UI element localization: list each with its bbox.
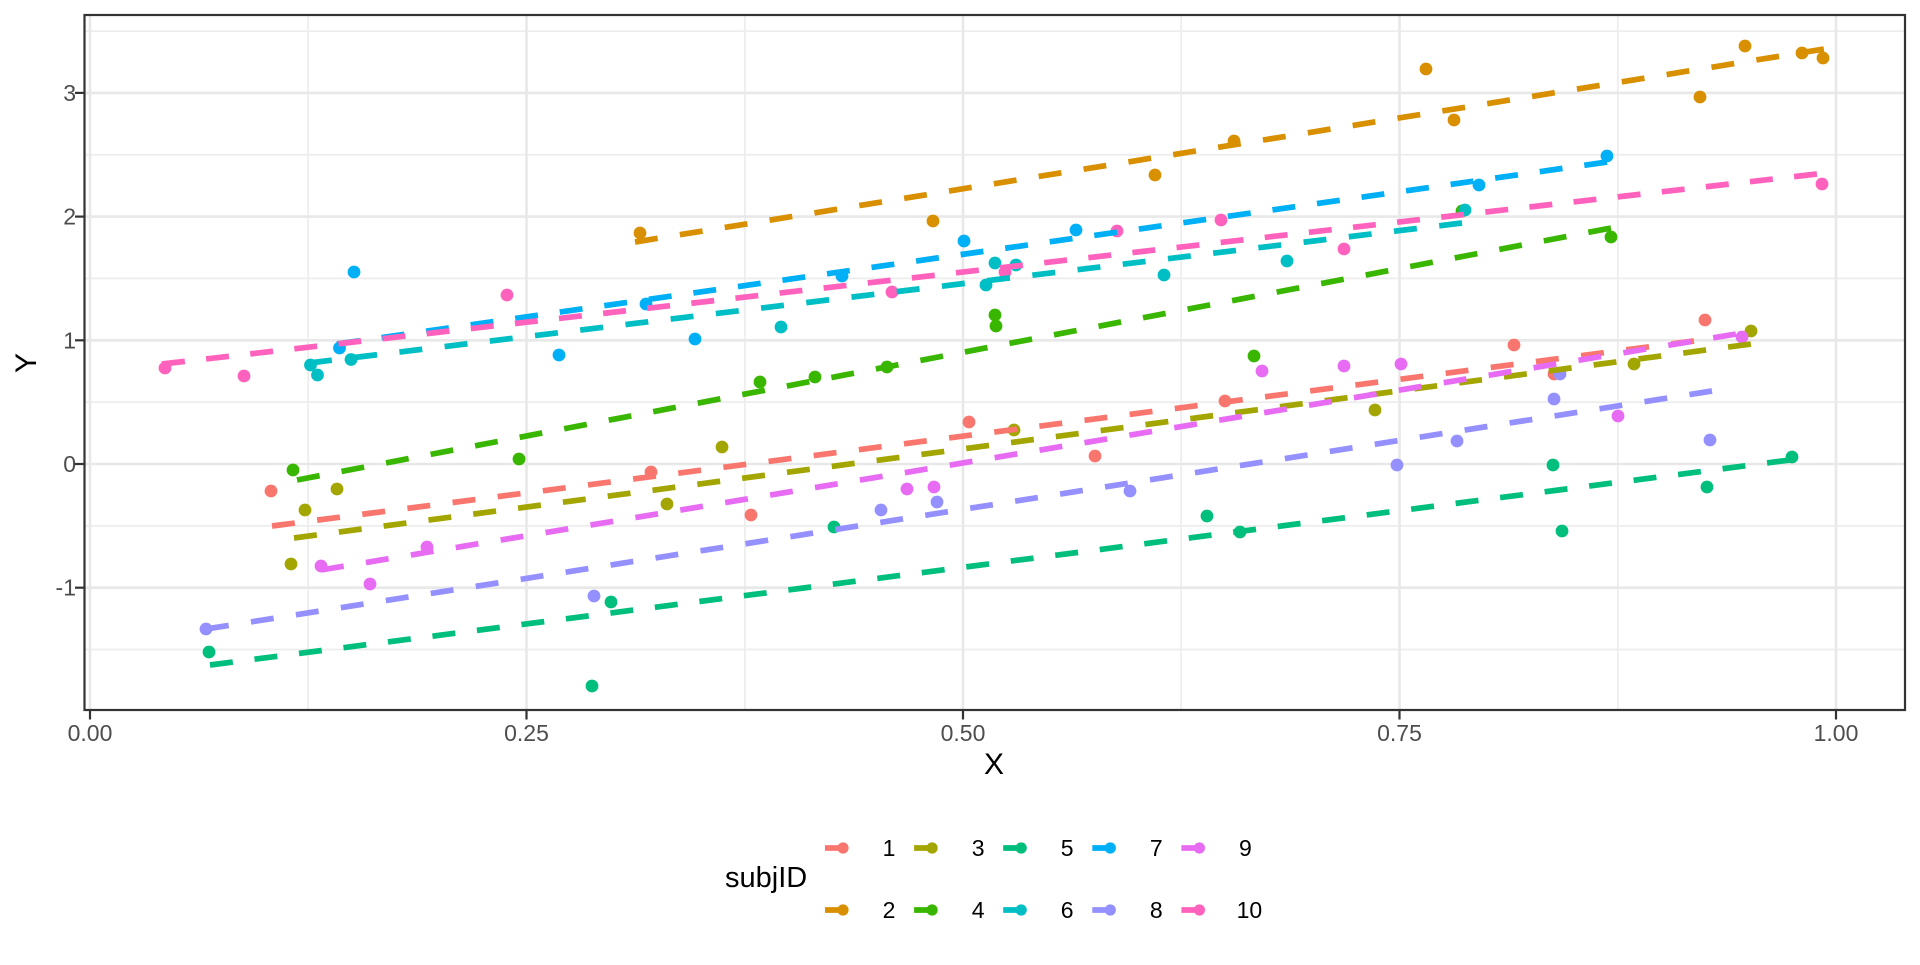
svg-text:0: 0 bbox=[63, 451, 76, 477]
svg-text:1: 1 bbox=[883, 835, 896, 861]
svg-text:-1: -1 bbox=[56, 575, 76, 601]
svg-text:0.25: 0.25 bbox=[504, 720, 549, 746]
svg-text:2: 2 bbox=[883, 897, 896, 923]
svg-text:3: 3 bbox=[63, 80, 76, 106]
svg-text:3: 3 bbox=[972, 835, 985, 861]
svg-text:7: 7 bbox=[1150, 835, 1163, 861]
svg-text:0.00: 0.00 bbox=[68, 720, 113, 746]
svg-text:1: 1 bbox=[63, 327, 76, 353]
svg-text:4: 4 bbox=[972, 897, 985, 923]
svg-text:2: 2 bbox=[63, 204, 76, 230]
svg-text:subjID: subjID bbox=[725, 862, 807, 894]
svg-text:X: X bbox=[984, 748, 1004, 781]
svg-text:Y: Y bbox=[10, 353, 43, 373]
svg-text:1.00: 1.00 bbox=[1814, 720, 1859, 746]
svg-text:8: 8 bbox=[1150, 897, 1163, 923]
svg-text:0.75: 0.75 bbox=[1377, 720, 1422, 746]
svg-text:6: 6 bbox=[1061, 897, 1074, 923]
svg-text:5: 5 bbox=[1061, 835, 1074, 861]
svg-text:0.50: 0.50 bbox=[941, 720, 986, 746]
svg-text:9: 9 bbox=[1239, 835, 1252, 861]
svg-text:10: 10 bbox=[1237, 897, 1263, 923]
